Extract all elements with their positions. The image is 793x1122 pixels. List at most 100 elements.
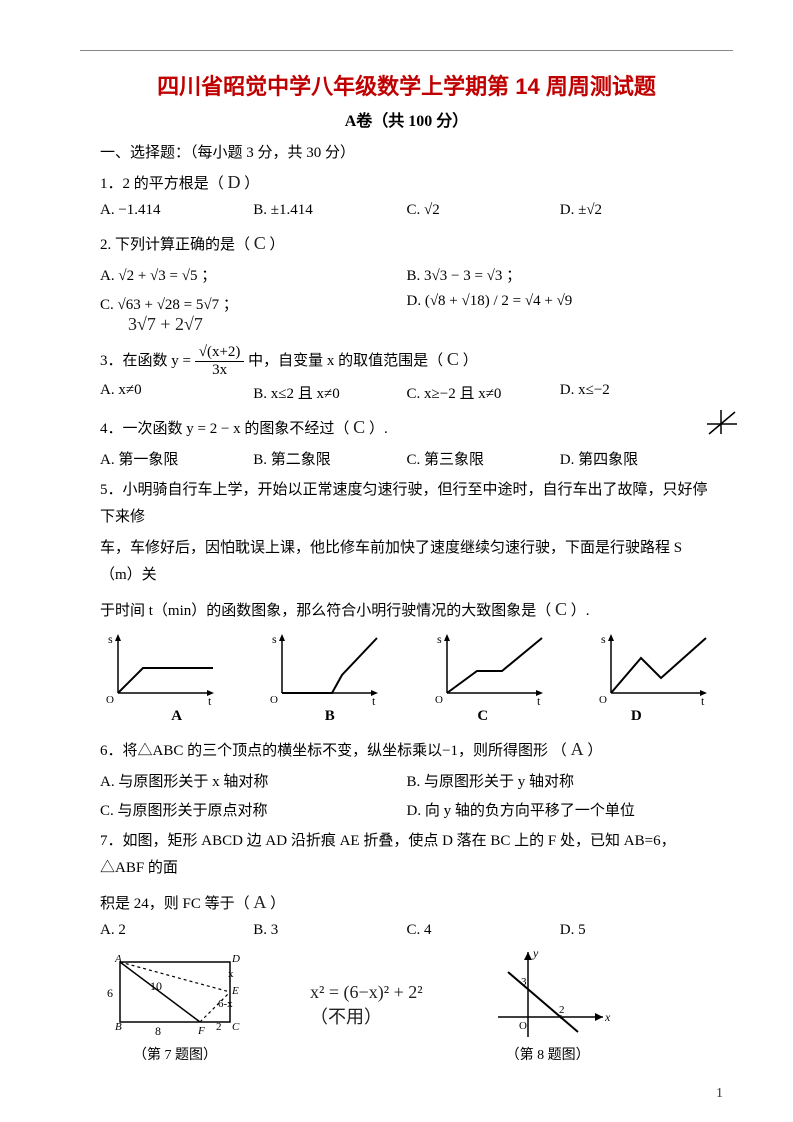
q3-stem: 3．在函数 y = √(x+2) 3x 中，自变量 x 的取值范围是（ C ） [100,343,713,379]
q2-close: ） [270,237,285,253]
q7-options: A. 2 B. 3 C. 4 D. 5 [100,922,713,939]
q5-label-b: B [325,708,335,725]
q3-opt-c: C. x≥−2 且 x≠0 [407,382,560,403]
svg-text:D: D [231,953,240,965]
q7-hand2: （不用） [310,1003,423,1029]
q3-answer: C [447,349,459,369]
q6-opt-c: C. 与原图形关于原点对称 [100,799,407,820]
q7-opt-c: C. 4 [407,922,560,939]
doc-title: 四川省昭觉中学八年级数学上学期第 14 周周测试题 [100,69,713,101]
svg-text:O: O [435,694,443,706]
q7-l1: 7．如图，矩形 ABCD 边 AD 沿折痕 AE 折叠，使点 D 落在 BC 上… [100,828,713,882]
fig7-svg: A D B C F E 6 10 8 6-x 2 x [100,952,250,1042]
q6-close: ） [587,743,602,759]
svg-text:E: E [231,985,239,997]
section-heading: 一、选择题：（每小题 3 分，共 30 分） [100,141,713,162]
q3-close: ） [463,353,478,369]
svg-text:B: B [115,1021,122,1033]
q5-l2: 车，车修好后，因怕耽误上课，他比修车前加快了速度继续匀速行驶，下面是行驶路程 S… [100,535,713,589]
svg-text:t: t [537,694,541,706]
q5-answer: C [555,599,567,619]
q2-answer: C [254,233,266,253]
svg-text:6-x: 6-x [218,998,233,1010]
fig8-svg: x y O 3 2 [483,947,613,1042]
q2-opt-c-text: C. √63 + √28 = 5√7 ； [100,297,238,313]
q1-answer: D [228,172,241,192]
q7-opt-b: B. 3 [253,922,406,939]
svg-text:A: A [114,953,122,965]
q4-answer: C [353,417,365,437]
q1-stem: 1．2 的平方根是（ D ） [100,166,713,198]
q4-opt-b: B. 第二象限 [253,448,406,469]
q7-close: ） [270,896,285,912]
svg-text:2: 2 [559,1004,565,1016]
q2-text: 2. 下列计算正确的是（ [100,237,250,253]
q6-answer: A [571,739,584,759]
q1-opt-a: A. −1.414 [100,202,253,219]
q7-l2: 积是 24，则 FC 等于（ A ） [100,886,713,918]
svg-text:t: t [372,694,376,706]
q6-options-2: C. 与原图形关于原点对称 D. 向 y 轴的负方向平移了一个单位 [100,799,713,820]
svg-text:6: 6 [107,986,113,1000]
svg-text:O: O [106,694,114,706]
q2-opt-c: C. √63 + √28 = 5√7 ； 3√7 + 2√7 [100,293,407,335]
q3-pre: 3．在函数 y = [100,353,195,369]
q5-graphs: stO stO stO stO [100,631,713,706]
q5-label-c: C [477,708,488,725]
svg-text:2: 2 [216,1021,222,1033]
q1-opt-c: C. √2 [407,202,560,219]
q2-handnote: 3√7 + 2√7 [128,314,203,334]
q4-stem: 4．一次函数 y = 2 − x 的图象不经过（ C ）. [100,411,713,443]
svg-text:s: s [108,632,113,646]
svg-text:s: s [272,632,277,646]
svg-text:s: s [601,632,606,646]
svg-text:x: x [228,968,234,980]
q3-post: 中，自变量 x 的取值范围是（ [248,353,443,369]
fig8-label: （第 8 题图） [483,1044,613,1064]
fig8-wrap: x y O 3 2 （第 8 题图） [483,947,613,1064]
q6-text: 6．将△ABC 的三个顶点的横坐标不变，纵坐标乘以−1，则所得图形 （ [100,743,567,759]
svg-text:O: O [270,694,278,706]
q4-options: A. 第一象限 B. 第二象限 C. 第三象限 D. 第四象限 [100,448,713,469]
q4-text: 4．一次函数 y = 2 − x 的图象不经过（ [100,421,349,437]
q6-options-1: A. 与原图形关于 x 轴对称 B. 与原图形关于 y 轴对称 [100,770,713,791]
svg-text:8: 8 [155,1024,161,1038]
q5-close: ）. [571,603,590,619]
q4-opt-a: A. 第一象限 [100,448,253,469]
q5-graph-d: stO [593,631,713,706]
q6-opt-a: A. 与原图形关于 x 轴对称 [100,770,407,791]
q2-opt-b: B. 3√3 − 3 = √3 ； [407,264,714,285]
q2-stem: 2. 下列计算正确的是（ C ） [100,227,713,259]
svg-text:O: O [519,1020,527,1032]
q2-opt-d: D. (√8 + √18) / 2 = √4 + √9 [407,293,714,335]
q4-opt-d: D. 第四象限 [560,448,713,469]
q7-figures: A D B C F E 6 10 8 6-x 2 x （第 7 题图） x² =… [100,947,713,1064]
q7-opt-a: A. 2 [100,922,253,939]
svg-text:s: s [437,632,442,646]
q5-graph-labels: A B C D [100,708,713,725]
fig7-wrap: A D B C F E 6 10 8 6-x 2 x （第 7 题图） [100,952,250,1064]
q4-close: ）. [369,421,388,437]
q5-label-a: A [171,708,182,725]
q3-opt-b: B. x≤2 且 x≠0 [253,382,406,403]
svg-text:x: x [604,1010,611,1024]
q6-opt-b: B. 与原图形关于 y 轴对称 [407,770,714,791]
q5-graph-c: s t O [429,631,549,706]
q1-close: ） [244,176,259,192]
page-number: 1 [716,1086,723,1102]
q7-hand1: x² = (6−x)² + 2² [310,982,423,1003]
q5-graph-a: stO [100,631,220,706]
page: 四川省昭觉中学八年级数学上学期第 14 周周测试题 A卷（共 100 分） 一、… [0,0,793,1094]
q2-options-2: C. √63 + √28 = 5√7 ； 3√7 + 2√7 D. (√8 + … [100,293,713,335]
q3-opt-d: D. x≤−2 [560,382,713,403]
q2-opt-a: A. √2 + √3 = √5 ； [100,264,407,285]
q4-sketch-icon [701,406,743,444]
fig7-label: （第 7 题图） [100,1044,250,1064]
svg-text:F: F [197,1025,205,1037]
q3-opt-a: A. x≠0 [100,382,253,403]
q7-opt-d: D. 5 [560,922,713,939]
q3-options: A. x≠0 B. x≤2 且 x≠0 C. x≥−2 且 x≠0 D. x≤−… [100,382,713,403]
q4-opt-c: C. 第三象限 [407,448,560,469]
q1-options: A. −1.414 B. ±1.414 C. √2 D. ±√2 [100,202,713,219]
q7-handnotes: x² = (6−x)² + 2² （不用） [310,982,423,1029]
